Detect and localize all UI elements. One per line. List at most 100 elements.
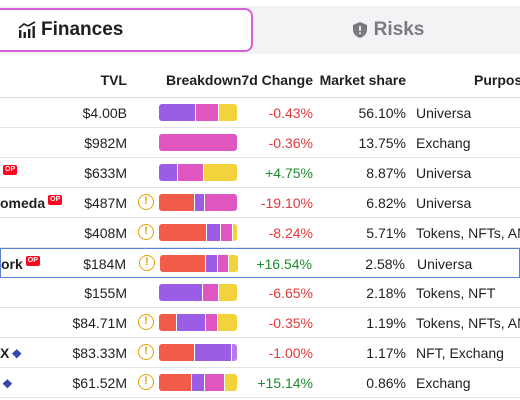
market-share-value: 2.58% xyxy=(365,256,405,272)
purpose-value: Universa xyxy=(416,105,472,121)
breakdown-segment xyxy=(204,164,237,181)
header-tvl[interactable]: TVL xyxy=(100,72,127,88)
breakdown-bar[interactable] xyxy=(159,104,237,121)
optimism-badge-icon: OP xyxy=(48,195,63,205)
breakdown-segment xyxy=(178,164,204,181)
tvl-value: $487M xyxy=(84,195,127,211)
warning-icon[interactable]: ! xyxy=(138,224,154,240)
7d-change-value: -19.10% xyxy=(260,195,313,211)
warning-icon[interactable]: ! xyxy=(138,374,154,390)
project-name-text: X xyxy=(0,345,10,361)
market-share-value: 0.86% xyxy=(366,375,406,391)
project-name-text: omeda xyxy=(0,195,46,211)
breakdown-bar[interactable] xyxy=(159,194,237,211)
7d-change-value: +15.14% xyxy=(257,375,313,391)
table-row[interactable]: $408M! -8.24% 5.71% Tokens, NFTs, AMI xyxy=(0,218,520,248)
market-share-value: 56.10% xyxy=(358,105,406,121)
warning-icon[interactable]: ! xyxy=(138,194,154,210)
project-name[interactable]: ork OP xyxy=(1,256,40,272)
breakdown-segment xyxy=(194,194,205,211)
breakdown-bar[interactable] xyxy=(159,314,237,331)
breakdown-segment xyxy=(217,255,228,272)
breakdown-segment xyxy=(160,255,205,272)
tab-finances-label: Finances xyxy=(41,19,124,40)
optimism-badge-icon: OP xyxy=(25,256,40,266)
7d-change-value: -1.00% xyxy=(268,345,313,361)
purpose-value: NFT, Exchang xyxy=(416,345,504,361)
market-share-value: 1.19% xyxy=(366,315,406,331)
breakdown-segment xyxy=(232,344,237,361)
breakdown-segment xyxy=(218,104,237,121)
table-row[interactable]: $982M -0.36% 13.75% Exchang xyxy=(0,128,520,158)
7d-change-value: -0.36% xyxy=(268,135,313,151)
breakdown-bar[interactable] xyxy=(159,164,237,181)
project-name[interactable]: omeda OP xyxy=(0,195,63,211)
7d-change-value: -0.35% xyxy=(268,315,313,331)
market-share-value: 6.82% xyxy=(366,195,406,211)
breakdown-segment xyxy=(225,374,237,391)
purpose-value: Universa xyxy=(417,256,473,272)
header-market-share[interactable]: Market share xyxy=(319,72,406,88)
tab-risks-label: Risks xyxy=(373,19,425,40)
tvl-value: $408M xyxy=(84,225,127,241)
project-name[interactable]: X ❖ xyxy=(0,345,22,361)
breakdown-segment xyxy=(159,224,206,241)
breakdown-segment xyxy=(218,284,237,301)
breakdown-segment xyxy=(206,224,220,241)
breakdown-bar[interactable] xyxy=(159,284,237,301)
tvl-value: $982M xyxy=(84,135,127,151)
purpose-value: Tokens, NFTs, AMI xyxy=(416,225,520,241)
breakdown-segment xyxy=(159,344,194,361)
market-share-value: 1.17% xyxy=(366,345,406,361)
breakdown-segment xyxy=(206,314,217,331)
purpose-value: Universa xyxy=(416,165,472,181)
header-7d-change[interactable]: 7d Change xyxy=(241,72,313,88)
tvl-value: $83.33M xyxy=(72,345,127,361)
table-row[interactable]: omeda OP $487M! -19.10% 6.82% Universa xyxy=(0,188,520,218)
market-share-value: 2.18% xyxy=(366,285,406,301)
table-row[interactable]: $4.00B -0.43% 56.10% Universa xyxy=(0,98,520,128)
7d-change-value: +16.54% xyxy=(256,256,312,272)
table-row[interactable]: $84.71M! -0.35% 1.19% Tokens, NFTs, AMI xyxy=(0,308,520,338)
project-name[interactable]: OP xyxy=(0,165,18,181)
market-share-value: 13.75% xyxy=(358,135,406,151)
breakdown-segment xyxy=(196,104,218,121)
breakdown-bar[interactable] xyxy=(159,134,237,151)
header-breakdown: Breakdown xyxy=(166,72,242,88)
purpose-value: Universa xyxy=(416,195,472,211)
breakdown-segment xyxy=(159,134,237,151)
breakdown-bar[interactable] xyxy=(159,374,237,391)
breakdown-segment xyxy=(194,344,232,361)
tab-risks[interactable]: Risks xyxy=(253,8,520,52)
breakdown-segment xyxy=(202,284,218,301)
table-header: TVL Breakdown 7d Change Market share Pur… xyxy=(0,62,520,98)
breakdown-segment xyxy=(159,194,194,211)
breakdown-bar[interactable] xyxy=(160,255,238,272)
7d-change-value: -6.65% xyxy=(268,285,313,301)
warning-icon[interactable]: ! xyxy=(138,344,154,360)
7d-change-value: -0.43% xyxy=(268,105,313,121)
tab-strip: Finances Risks xyxy=(0,0,520,60)
breakdown-segment xyxy=(159,104,196,121)
table-row[interactable]: OP $633M +4.75% 8.87% Universa xyxy=(0,158,520,188)
table-row[interactable]: ❖ $61.52M! +15.14% 0.86% Exchang xyxy=(0,368,520,398)
tab-finances[interactable]: Finances xyxy=(0,8,253,52)
tvl-value: $184M xyxy=(83,256,126,272)
warning-icon[interactable]: ! xyxy=(139,255,155,271)
breakdown-segment xyxy=(217,314,237,331)
diamond-icon: ❖ xyxy=(2,377,13,391)
breakdown-segment xyxy=(232,224,237,241)
optimism-badge-icon: OP xyxy=(3,165,18,175)
table-row[interactable]: X ❖ $83.33M! -1.00% 1.17% NFT, Exchang xyxy=(0,338,520,368)
table-row[interactable]: $155M -6.65% 2.18% Tokens, NFT xyxy=(0,278,520,308)
breakdown-bar[interactable] xyxy=(159,224,237,241)
market-share-value: 8.87% xyxy=(366,165,406,181)
purpose-value: Tokens, NFTs, AMI xyxy=(416,315,520,331)
warning-icon[interactable]: ! xyxy=(138,314,154,330)
breakdown-bar[interactable] xyxy=(159,344,237,361)
project-name[interactable]: ❖ xyxy=(0,375,13,391)
breakdown-segment xyxy=(206,255,217,272)
7d-change-value: +4.75% xyxy=(265,165,313,181)
table-row[interactable]: ork OP $184M! +16.54% 2.58% Universa xyxy=(0,248,520,278)
breakdown-segment xyxy=(159,284,202,301)
